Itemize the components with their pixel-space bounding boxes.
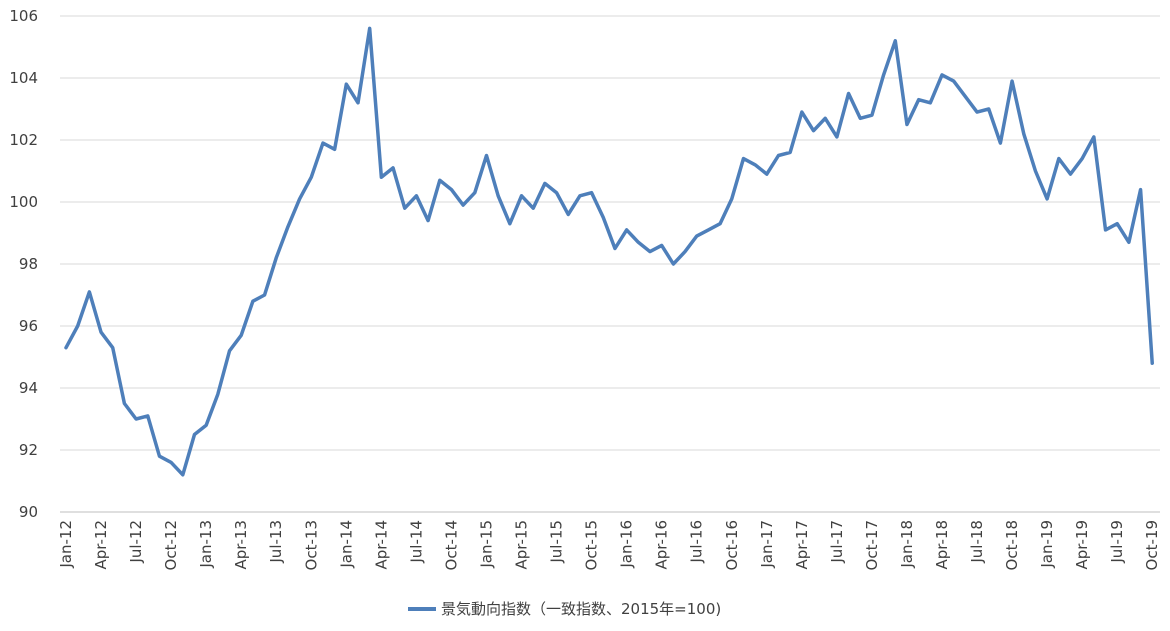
x-tick-label: Oct-13 bbox=[302, 520, 320, 570]
y-axis: 90 92 94 96 98 100 102 104 106 bbox=[9, 7, 38, 521]
legend: 景気動向指数（一致指数、2015年=100) bbox=[408, 600, 721, 618]
y-tick-label: 100 bbox=[9, 193, 38, 211]
x-tick-label: Oct-12 bbox=[162, 520, 180, 570]
x-tick-label: Oct-17 bbox=[863, 520, 881, 570]
x-tick-label: Apr-18 bbox=[933, 520, 951, 570]
x-tick-label: Jul-16 bbox=[688, 520, 706, 564]
y-tick-label: 94 bbox=[19, 379, 38, 397]
legend-label: 景気動向指数（一致指数、2015年=100) bbox=[441, 600, 721, 618]
x-tick-label: Jan-18 bbox=[898, 520, 916, 569]
x-tick-label: Jul-15 bbox=[548, 520, 566, 564]
x-tick-label: Jan-14 bbox=[337, 520, 355, 569]
x-tick-label: Jul-18 bbox=[968, 520, 986, 564]
y-tick-label: 102 bbox=[9, 131, 38, 149]
x-tick-label: Jul-14 bbox=[407, 520, 425, 564]
x-tick-label: Jul-13 bbox=[267, 520, 285, 564]
x-tick-label: Apr-16 bbox=[653, 520, 671, 570]
x-tick-label: Apr-14 bbox=[372, 520, 390, 570]
x-tick-label: Apr-19 bbox=[1073, 520, 1091, 570]
x-tick-label: Apr-17 bbox=[793, 520, 811, 570]
y-tick-label: 106 bbox=[9, 7, 38, 25]
x-tick-label: Oct-14 bbox=[442, 520, 460, 570]
x-tick-label: Oct-18 bbox=[1003, 520, 1021, 570]
x-tick-label: Oct-15 bbox=[583, 520, 601, 570]
x-tick-label: Jan-16 bbox=[618, 520, 636, 569]
x-tick-label: Jan-19 bbox=[1038, 520, 1056, 569]
series-layer bbox=[64, 26, 1154, 477]
x-tick-label: Jan-12 bbox=[57, 520, 75, 569]
y-tick-label: 96 bbox=[19, 317, 38, 335]
x-tick-label: Jan-13 bbox=[197, 520, 215, 569]
x-tick-label: Jul-19 bbox=[1108, 520, 1126, 564]
y-tick-label: 98 bbox=[19, 255, 38, 273]
x-tick-label: Jan-17 bbox=[758, 520, 776, 569]
x-tick-label: Apr-12 bbox=[92, 520, 110, 570]
x-tick-label: Oct-19 bbox=[1143, 520, 1161, 570]
x-axis: Jan-12 Apr-12 Jul-12 Oct-12 Jan-13 Apr-13 Jul-… bbox=[57, 511, 1161, 570]
y-tick-label: 104 bbox=[9, 69, 38, 87]
y-tick-label: 90 bbox=[19, 503, 38, 521]
series-line bbox=[64, 26, 1154, 477]
x-tick-label: Jul-12 bbox=[127, 520, 145, 564]
y-tick-label: 92 bbox=[19, 441, 38, 459]
x-tick-label: Oct-16 bbox=[723, 520, 741, 570]
x-tick-label: Jan-15 bbox=[477, 520, 495, 569]
x-tick-label: Apr-13 bbox=[232, 520, 250, 570]
x-tick-label: Apr-15 bbox=[513, 520, 531, 570]
x-tick-label: Jul-17 bbox=[828, 520, 846, 564]
